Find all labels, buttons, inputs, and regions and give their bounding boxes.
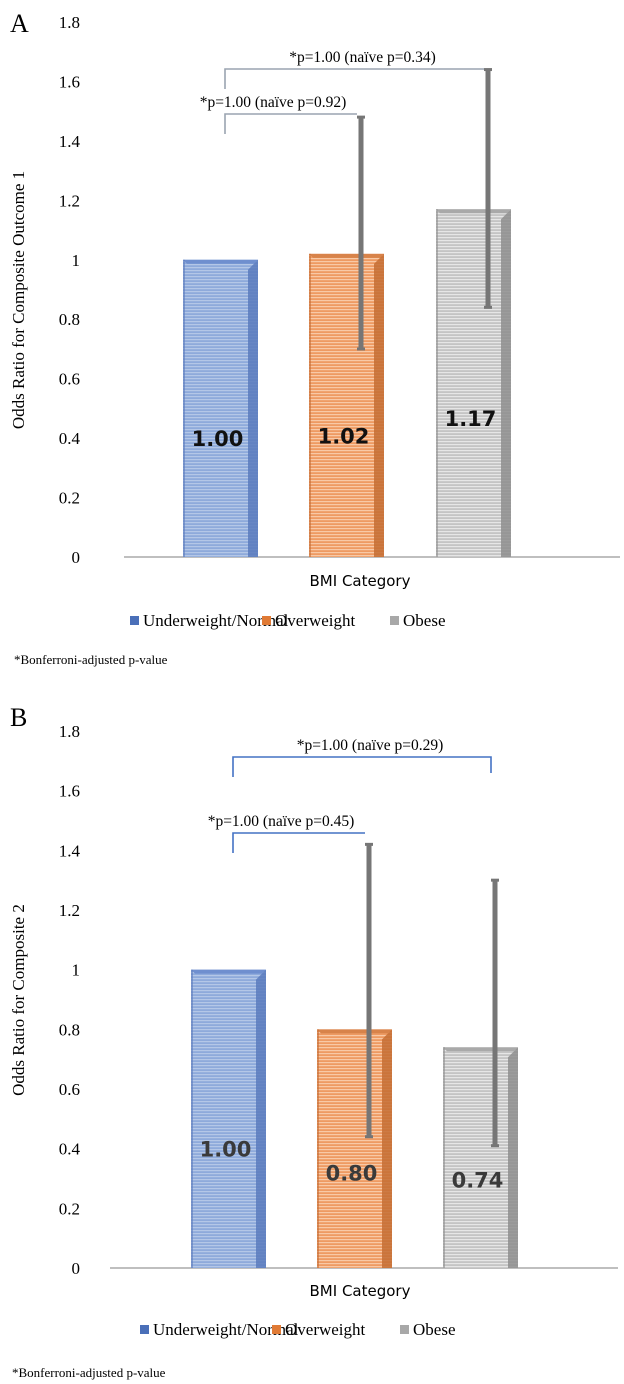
legend-entry: Underweight/Normal (140, 1320, 299, 1339)
bar (309, 253, 384, 558)
x-axis-title: BMI Category (310, 1282, 411, 1300)
legend-entry: Overweight (272, 1320, 366, 1339)
y-tick-label: 1.4 (59, 841, 81, 860)
panel-label: A (10, 9, 29, 38)
y-tick-label: 0.6 (59, 1080, 80, 1099)
y-tick-label: 1.6 (59, 72, 80, 91)
y-tick-label: 1.2 (59, 191, 80, 210)
legend-swatch (130, 616, 139, 625)
bar-value-label: 0.74 (452, 1169, 504, 1193)
legend-label: Underweight/Normal (143, 611, 289, 630)
error-bar (357, 115, 365, 351)
legend-label: Obese (413, 1320, 455, 1339)
legend-label: Obese (403, 611, 445, 630)
y-tick-label: 0.8 (59, 1020, 80, 1039)
comparison-label: *p=1.00 (naïve p=0.92) (200, 94, 347, 111)
y-tick-label: 1 (72, 251, 81, 270)
y-tick-labels: 0 0.2 0.4 0.6 0.8 1 1.2 1.4 1.6 1.8 (59, 722, 81, 1278)
comparison-bracket: *p=1.00 (naïve p=0.29) (232, 737, 492, 777)
legend-entry: Underweight/Normal (130, 611, 289, 630)
panel-label: B (10, 703, 27, 732)
y-axis-title: Odds Ratio for Composite Outcome 1 (9, 171, 28, 429)
y-tick-label: 1.8 (59, 722, 80, 741)
footnote: *Bonferroni-adjusted p-value (14, 652, 168, 667)
legend-label: Overweight (285, 1320, 366, 1339)
y-tick-label: 1.8 (59, 13, 80, 32)
bars (183, 209, 511, 558)
footnote: *Bonferroni-adjusted p-value (12, 1365, 166, 1380)
bar-value-label: 1.02 (318, 425, 370, 449)
legend-swatch (140, 1325, 149, 1334)
bar (317, 1029, 392, 1268)
legend-entry: Obese (400, 1320, 455, 1339)
legend-swatch (262, 616, 271, 625)
panel-b: B Odds Ratio for Composite 2 00.20.40.60… (9, 703, 618, 1380)
y-axis-title: Odds Ratio for Composite 2 (9, 904, 28, 1096)
y-tick-label: 0.2 (59, 1199, 80, 1218)
bar-value-label: 1.17 (445, 407, 497, 431)
comparison-label: *p=1.00 (naïve p=0.34) (289, 49, 436, 66)
bar (436, 209, 511, 557)
y-tick-label: 1 (72, 961, 81, 980)
bar-value-labels: 1.00 1.02 1.17 (192, 407, 497, 451)
y-tick-label: 0 (72, 548, 81, 567)
y-tick-label: 1.4 (59, 132, 81, 151)
comparison-bracket: *p=1.00 (naïve p=0.92) (200, 94, 357, 134)
y-tick-label: 0.8 (59, 310, 80, 329)
legend-label: Overweight (275, 611, 356, 630)
error-bars (357, 68, 492, 351)
comparison-brackets: *p=1.00 (naïve p=0.45) *p=1.00 (naïve p=0… (208, 737, 492, 853)
x-axis-title: BMI Category (310, 572, 411, 590)
comparison-label: *p=1.00 (naïve p=0.45) (208, 813, 355, 830)
bars (191, 969, 518, 1268)
legend-entry: Obese (390, 611, 445, 630)
y-tick-label: 0.2 (59, 489, 80, 508)
y-tick-label: 1.6 (59, 782, 80, 801)
panel-a: A Odds Ratio for Composite Outcome 1 0 0.… (9, 9, 620, 667)
error-bar (491, 878, 499, 1148)
bar-value-label: 1.00 (192, 427, 244, 451)
bar (183, 259, 258, 557)
y-tick-label: 1.2 (59, 901, 80, 920)
comparison-bracket: *p=1.00 (naïve p=0.34) (224, 49, 484, 89)
y-tick-label: 0 (72, 1259, 81, 1278)
bar-value-label: 0.80 (326, 1162, 378, 1186)
error-bar (365, 842, 373, 1139)
bar (191, 969, 266, 1268)
comparison-brackets: *p=1.00 (naïve p=0.92) *p=1.00 (naïve p=0… (200, 49, 484, 134)
comparison-bracket: *p=1.00 (naïve p=0.45) (208, 813, 365, 853)
y-tick-labels: 0 0.2 0.4 0.6 0.8 1 1.2 1.4 1.6 1.8 (59, 13, 81, 567)
bar (443, 1047, 518, 1268)
bar-value-labels: 1.00 0.80 0.74 (200, 1138, 504, 1193)
y-tick-label: 0.4 (59, 1140, 81, 1159)
y-tick-label: 0.6 (59, 370, 80, 389)
error-bar (484, 68, 492, 309)
y-tick-label: 0.4 (59, 429, 81, 448)
legend-swatch (400, 1325, 409, 1334)
comparison-label: *p=1.00 (naïve p=0.29) (297, 737, 444, 754)
legend-entry: Overweight (262, 611, 356, 630)
legend-swatch (390, 616, 399, 625)
bar-value-label: 1.00 (200, 1138, 252, 1162)
legend-label: Underweight/Normal (153, 1320, 299, 1339)
error-bars (365, 842, 499, 1148)
legend-swatch (272, 1325, 281, 1334)
